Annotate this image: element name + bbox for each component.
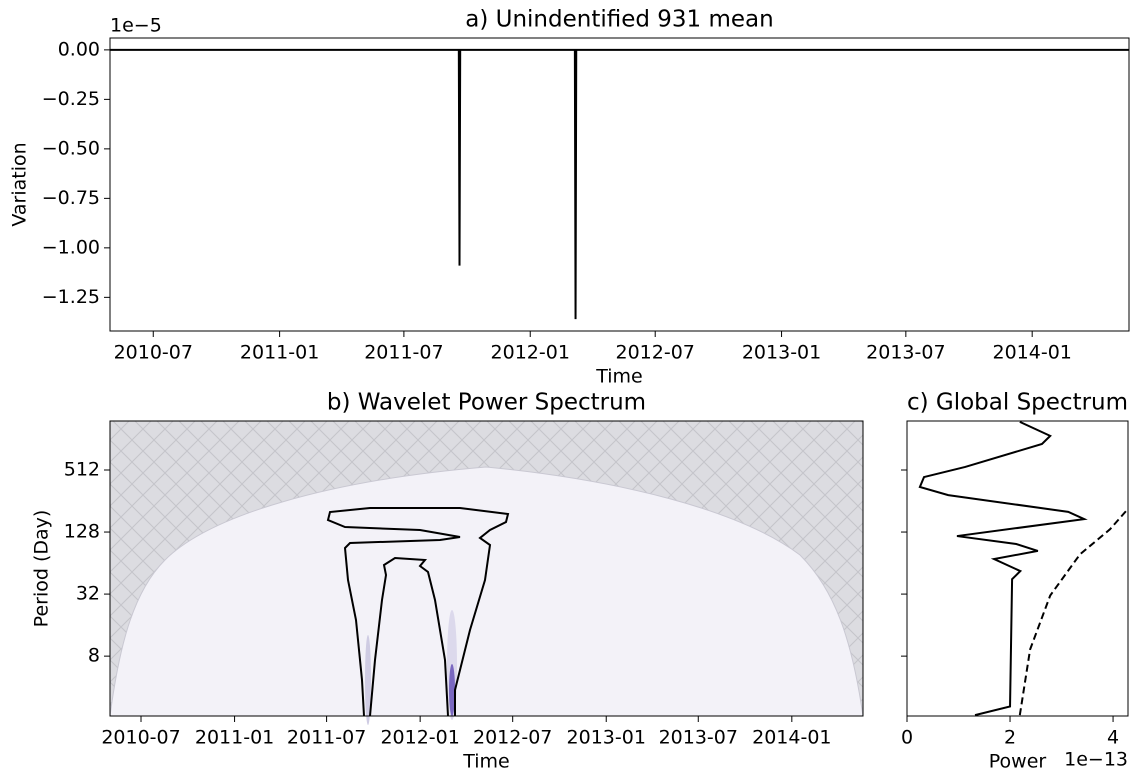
y-tick-label: −0.25 xyxy=(42,88,100,110)
chart-title: b) Wavelet Power Spectrum xyxy=(327,390,646,416)
wavelet-field xyxy=(109,421,864,725)
x-axis-label: Time xyxy=(595,366,643,388)
x-offset-label: 1e−13 xyxy=(1064,749,1128,771)
x-tick-label: 2013-07 xyxy=(659,727,738,749)
plot-frame xyxy=(109,420,864,717)
power-blob xyxy=(365,635,371,725)
plot-frame xyxy=(906,420,1129,717)
y-tick-label: −1.00 xyxy=(42,236,100,258)
x-tick-label: 2014-01 xyxy=(752,727,831,749)
x-axis-label: Power xyxy=(989,751,1047,773)
x-tick-label: 4 xyxy=(1107,727,1119,749)
x-tick-label: 2010-07 xyxy=(101,727,180,749)
series-line xyxy=(110,48,1129,320)
x-tick-label: 2012-07 xyxy=(473,727,552,749)
x-tick-label: 2012-07 xyxy=(616,342,695,364)
y-axis-label: Variation xyxy=(9,142,31,226)
x-tick-label: 2013-01 xyxy=(567,727,646,749)
y-tick-label: −1.25 xyxy=(42,286,100,308)
x-tick-label: 2011-01 xyxy=(195,727,274,749)
x-tick-label: 2011-07 xyxy=(364,342,443,364)
cone-of-influence xyxy=(109,466,864,717)
series-line xyxy=(1018,510,1127,716)
x-tick-label: 2012-01 xyxy=(380,727,459,749)
contour xyxy=(326,507,510,717)
x-tick-label: 2013-07 xyxy=(866,342,945,364)
y-tick-label: 0.00 xyxy=(58,38,100,60)
y-tick-label: 32 xyxy=(76,583,100,605)
x-tick-label: 2011-07 xyxy=(287,727,366,749)
chart-title: c) Global Spectrum xyxy=(907,390,1128,416)
x-axis-label: Time xyxy=(462,751,510,773)
y-tick-label: −0.50 xyxy=(42,137,100,159)
y-axis-label: Period (Day) xyxy=(31,510,53,628)
power-blob xyxy=(449,664,455,716)
y-tick-label: −0.75 xyxy=(42,187,100,209)
y-offset-label: 1e−5 xyxy=(110,15,162,37)
x-tick-label: 2010-07 xyxy=(114,342,193,364)
x-tick-label: 0 xyxy=(901,727,913,749)
contour xyxy=(369,556,449,717)
x-tick-label: 2014-01 xyxy=(992,342,1071,364)
x-tick-label: 2011-01 xyxy=(240,342,319,364)
x-tick-label: 2 xyxy=(1004,727,1016,749)
y-tick-label: 512 xyxy=(64,458,100,480)
y-tick-label: 8 xyxy=(88,645,100,667)
x-tick-label: 2013-01 xyxy=(742,342,821,364)
series-line xyxy=(918,421,1088,716)
y-tick-label: 128 xyxy=(64,521,100,543)
plot-frame xyxy=(109,37,1130,332)
x-tick-label: 2012-01 xyxy=(491,342,570,364)
chart-title: a) Unindentified 931 mean xyxy=(465,7,773,33)
